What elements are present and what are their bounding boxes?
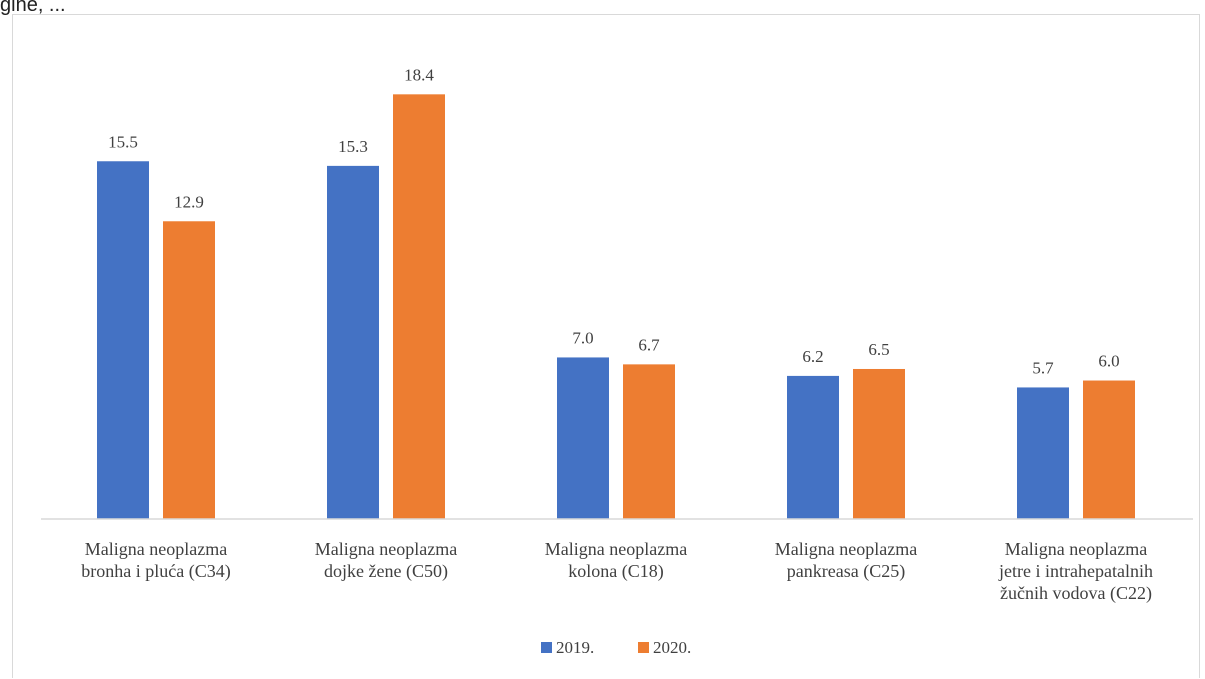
- bar-series2-cat3: [623, 364, 675, 519]
- bar-series2-cat1: [163, 221, 215, 519]
- legend-label-1: 2019.: [556, 638, 594, 657]
- bar-series1-cat2: [327, 165, 379, 519]
- bars-layer: [97, 94, 1135, 519]
- category-tick-label: Maligna neoplazma dojke žene (C50): [315, 539, 457, 582]
- data-label: 6.7: [638, 335, 660, 354]
- category-tick-label: Maligna neoplazma bronha i pluća (C34): [81, 539, 230, 582]
- bar-series2-cat4: [853, 368, 905, 519]
- data-label: 6.0: [1098, 352, 1119, 371]
- data-label: 12.9: [174, 192, 204, 211]
- chart-frame: 15.5 12.9 15.3 18.4 7.0 6.7 6.2 6.5 5.7 6.0 Malig…: [12, 14, 1200, 678]
- bar-series1-cat3: [557, 357, 609, 519]
- page-text-fragment: gine, ...: [0, 0, 66, 16]
- legend-swatch-2: [638, 642, 649, 653]
- data-label: 6.2: [802, 347, 823, 366]
- data-label: 18.4: [404, 65, 434, 84]
- legend-label-2: 2020.: [653, 638, 691, 657]
- category-labels-layer: Maligna neoplazma bronha i pluća (C34) Mal…: [81, 539, 1153, 604]
- bar-series2-cat5: [1083, 380, 1135, 519]
- bar-chart: 15.5 12.9 15.3 18.4 7.0 6.7 6.2 6.5 5.7 6.0 Malig…: [41, 65, 1193, 657]
- legend: 2019. 2020.: [541, 638, 691, 657]
- category-tick-label: Maligna neoplazma jetre i intrahepatalnih…: [998, 539, 1153, 604]
- data-label: 15.3: [338, 137, 368, 156]
- value-labels-layer: 15.5 12.9 15.3 18.4 7.0 6.7 6.2 6.5 5.7 6.0: [108, 65, 1120, 377]
- bar-series1-cat5: [1017, 387, 1069, 519]
- data-label: 15.5: [108, 132, 138, 151]
- data-label: 6.5: [868, 340, 889, 359]
- data-label: 7.0: [572, 328, 593, 347]
- data-label: 5.7: [1032, 358, 1054, 377]
- category-tick-label: Maligna neoplazma pankreasa (C25): [775, 539, 917, 582]
- legend-swatch-1: [541, 642, 552, 653]
- category-tick-label: Maligna neoplazma kolona (C18): [545, 539, 687, 582]
- bar-series1-cat1: [97, 161, 149, 519]
- bar-series1-cat4: [787, 375, 839, 519]
- bar-series2-cat2: [393, 94, 445, 519]
